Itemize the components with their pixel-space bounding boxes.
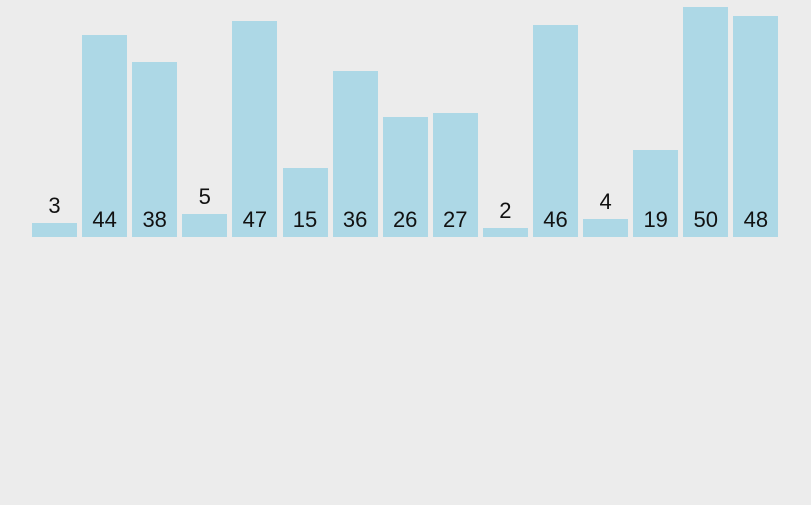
bar-value-label: 27 [443, 207, 468, 232]
bar-value-label: 47 [242, 207, 268, 232]
bar-value-label: 26 [392, 207, 418, 232]
bar [282, 168, 328, 237]
bar [733, 16, 779, 237]
bar [232, 20, 278, 237]
bar-value-label: 46 [543, 207, 568, 232]
bar-value-label: 2 [499, 197, 512, 223]
bar-value-label: 44 [92, 207, 117, 232]
bar [482, 227, 528, 237]
bar-value-label: 38 [142, 207, 167, 232]
bar-value-label: 5 [198, 184, 211, 209]
bar [683, 7, 729, 237]
bar-value-label: 4 [599, 188, 612, 214]
bar-value-label: 50 [693, 207, 719, 232]
bar [82, 34, 128, 237]
bar [533, 25, 578, 237]
bar [182, 214, 228, 237]
bar-value-label: 3 [48, 193, 61, 219]
bar [382, 117, 428, 237]
bar [332, 71, 378, 237]
bar-value-label: 48 [743, 207, 769, 232]
bar-value-label: 15 [292, 207, 318, 232]
bar-value-label: 36 [342, 207, 368, 232]
bar [583, 218, 629, 237]
bar [432, 112, 478, 237]
bar [132, 62, 178, 237]
bar [633, 149, 679, 237]
bar [32, 223, 77, 237]
bar-value-label: 19 [643, 207, 668, 232]
